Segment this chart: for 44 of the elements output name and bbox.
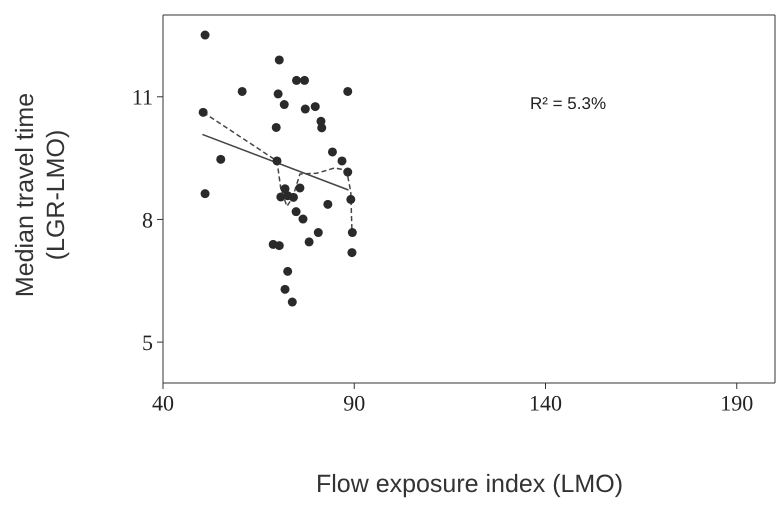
point — [216, 154, 226, 164]
point — [328, 147, 337, 156]
point — [338, 156, 347, 166]
point — [288, 192, 298, 202]
point — [280, 184, 290, 194]
point — [274, 55, 284, 64]
x-tick-label: 90 — [343, 390, 366, 416]
point — [292, 207, 301, 216]
point — [274, 89, 283, 98]
y-tick-label: 11 — [132, 84, 153, 110]
annotation: R² = 5.3% — [530, 94, 606, 114]
point — [298, 214, 308, 224]
point — [323, 200, 332, 209]
point — [198, 108, 208, 117]
point — [283, 266, 292, 276]
point — [300, 104, 310, 114]
point — [272, 156, 282, 166]
point — [317, 123, 326, 132]
point — [300, 76, 310, 85]
point — [274, 241, 284, 250]
point — [310, 102, 320, 112]
point — [272, 122, 281, 132]
y-tick-label: 5 — [142, 330, 153, 355]
point — [343, 168, 352, 177]
y-axis-title: Median travel time (LGR-LMO) — [10, 92, 71, 300]
point — [343, 86, 352, 96]
x-tick-label: 40 — [152, 390, 174, 416]
x-axis-title: Flow exposure index (LMO) — [314, 470, 624, 499]
point — [314, 228, 323, 238]
point — [292, 76, 301, 85]
point — [288, 298, 297, 307]
point — [200, 189, 210, 198]
x-tick-label: 140 — [529, 390, 562, 416]
point — [295, 183, 304, 192]
x-tick-label: 190 — [720, 390, 754, 416]
point — [280, 284, 290, 294]
point — [347, 248, 356, 258]
point — [238, 86, 247, 96]
point — [304, 237, 314, 246]
y-tick-label: 8 — [142, 207, 153, 232]
point — [348, 228, 357, 238]
point — [346, 194, 356, 204]
point — [280, 100, 289, 110]
point — [200, 30, 210, 40]
